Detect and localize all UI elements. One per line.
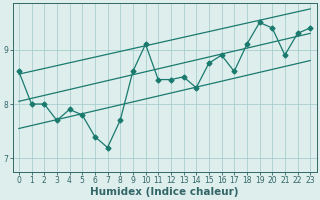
X-axis label: Humidex (Indice chaleur): Humidex (Indice chaleur)	[90, 187, 239, 197]
